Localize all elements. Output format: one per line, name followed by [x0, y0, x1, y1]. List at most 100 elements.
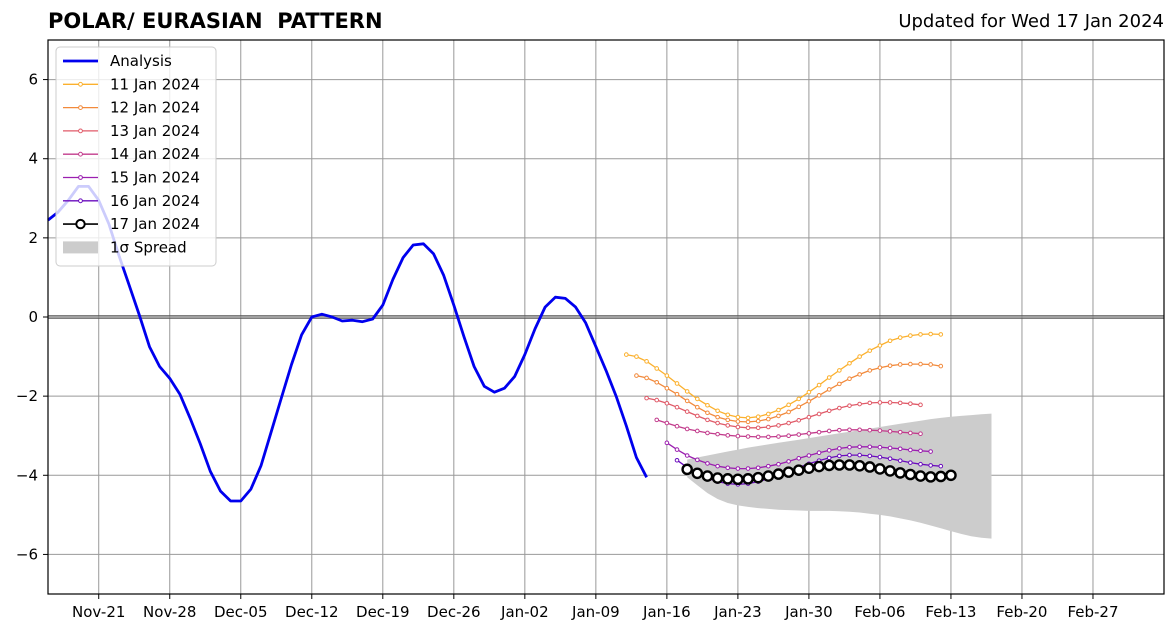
forecast-point	[837, 368, 842, 373]
legend-swatch-marker	[75, 218, 86, 230]
forecast-point	[654, 417, 660, 423]
forecast-point	[776, 413, 781, 419]
legend-label: 12 Jan 2024	[110, 99, 200, 117]
forecast-point	[877, 400, 883, 405]
forecast-point	[806, 398, 812, 404]
forecast-point	[908, 460, 913, 465]
legend-swatch-marker	[78, 151, 83, 157]
forecast-point	[887, 338, 893, 344]
x-tick-label: Jan-30	[784, 603, 833, 621]
forecast-point	[857, 444, 862, 450]
forecast-point	[695, 404, 700, 410]
y-tick-label: −2	[16, 387, 38, 405]
forecast-point	[887, 429, 893, 434]
forecast-point	[766, 463, 771, 469]
x-tick-label: Feb-20	[996, 603, 1047, 621]
forecast-point	[867, 400, 873, 406]
forecast-point	[847, 376, 852, 382]
forecast-point	[877, 343, 883, 348]
forecast-point	[867, 427, 873, 433]
forecast-point	[725, 465, 731, 471]
forecast-point	[877, 444, 883, 450]
chart-title: POLAR/ EURASIAN PATTERN	[48, 9, 383, 33]
forecast-point	[664, 440, 670, 446]
legend-label: 13 Jan 2024	[110, 122, 200, 140]
forecast-point	[745, 419, 751, 425]
forecast-point	[867, 453, 873, 459]
forecast-point	[938, 332, 944, 337]
x-tick-label: Feb-06	[854, 603, 905, 621]
forecast-point	[806, 431, 812, 436]
forecast-point	[691, 467, 704, 480]
legend-label: 15 Jan 2024	[110, 169, 200, 187]
forecast-point	[897, 446, 903, 452]
forecast-point	[816, 393, 822, 398]
forecast-point	[874, 463, 886, 475]
forecast-point	[877, 428, 883, 433]
forecast-point	[806, 414, 812, 420]
forecast-point	[823, 459, 836, 472]
y-tick-label: 4	[28, 150, 38, 168]
forecast-point	[935, 470, 947, 483]
forecast-point	[735, 424, 741, 430]
forecast-point	[918, 361, 923, 367]
forecast-point	[806, 389, 812, 395]
forecast-point	[684, 389, 690, 394]
forecast-point	[806, 453, 812, 458]
forecast-point	[938, 363, 944, 369]
forecast-point	[897, 400, 903, 406]
x-tick-label: Dec-05	[214, 603, 268, 621]
forecast-point	[755, 465, 761, 471]
forecast-point	[826, 428, 832, 434]
forecast-point	[826, 387, 832, 392]
forecast-point	[857, 452, 862, 458]
forecast-point	[725, 433, 731, 438]
forecast-point	[897, 335, 903, 340]
forecast-point	[684, 409, 690, 414]
forecast-point	[786, 420, 791, 426]
forecast-point	[897, 429, 903, 435]
forecast-point	[766, 424, 771, 430]
legend-label: 16 Jan 2024	[110, 192, 200, 210]
forecast-point	[796, 396, 802, 402]
forecast-point	[674, 457, 680, 463]
forecast-point	[715, 420, 720, 426]
spread-area	[687, 413, 992, 539]
forecast-point	[904, 468, 917, 481]
forecast-point	[755, 418, 761, 424]
forecast-point	[711, 472, 724, 484]
forecast-point	[674, 381, 680, 386]
y-tick-label: −6	[16, 545, 38, 563]
forecast-point	[674, 423, 680, 429]
forecast-point	[837, 453, 842, 459]
forecast-point	[786, 409, 791, 415]
forecast-point	[887, 445, 893, 451]
forecast-point	[766, 416, 771, 422]
forecast-point	[826, 375, 832, 380]
forecast-point	[826, 455, 832, 461]
y-tick-label: −4	[16, 466, 38, 484]
forecast-point	[695, 457, 700, 463]
forecast-point	[877, 454, 883, 460]
forecast-point	[776, 461, 781, 467]
forecast-point	[867, 444, 873, 450]
forecast-point	[857, 401, 862, 407]
forecast-point	[908, 333, 913, 338]
legend-label: Analysis	[110, 52, 172, 70]
legend-label: 17 Jan 2024	[110, 215, 200, 233]
forecast-point	[918, 402, 923, 408]
legend-swatch-marker	[78, 81, 83, 87]
forecast-point	[634, 373, 639, 378]
forecast-point	[887, 456, 893, 461]
forecast-point	[843, 459, 856, 471]
forecast-point	[928, 463, 933, 468]
forecast-point	[914, 470, 927, 482]
x-tick-label: Jan-23	[713, 603, 762, 621]
forecast-point	[725, 412, 731, 418]
forecast-point	[721, 473, 734, 485]
forecast-point	[725, 417, 731, 423]
forecast-point	[938, 463, 944, 469]
x-tick-label: Nov-21	[72, 603, 125, 621]
plot-frame	[47, 39, 1165, 595]
forecast-point	[705, 461, 710, 466]
